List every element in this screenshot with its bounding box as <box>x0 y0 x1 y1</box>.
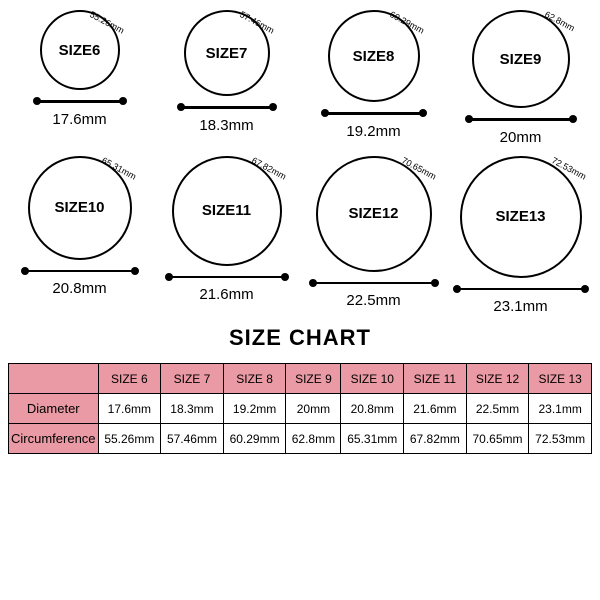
diameter-label: 17.6mm <box>52 111 106 128</box>
table-col-header: SIZE 8 <box>223 364 286 394</box>
ring-circle-wrap: SIZE1167.82mm <box>172 156 282 266</box>
table-col-header: SIZE 12 <box>466 364 529 394</box>
diameter-label: 23.1mm <box>493 298 547 315</box>
ring-circle-wrap: SIZE655.26mm <box>40 10 120 90</box>
diameter-bar <box>457 288 585 291</box>
table-cell: 67.82mm <box>404 424 467 454</box>
diameter-label: 22.5mm <box>346 292 400 309</box>
table-col-header: SIZE 11 <box>404 364 467 394</box>
diameter-bar <box>37 100 123 103</box>
table-col-header: SIZE 13 <box>529 364 592 394</box>
diameter-bar <box>169 276 285 279</box>
size-cell: SIZE1270.65mm 22.5mm <box>302 156 445 316</box>
ring-circle-wrap: SIZE1065.31mm <box>28 156 132 260</box>
table-cell: 17.6mm <box>98 394 161 424</box>
table-corner-cell <box>9 364 99 394</box>
ring-circle-wrap: SIZE962.8mm <box>472 10 570 108</box>
size-cell: SIZE1065.31mm 20.8mm <box>8 156 151 316</box>
table-row-label: Circumference <box>9 424 99 454</box>
table-cell: 72.53mm <box>529 424 592 454</box>
table-row: Circumference55.26mm57.46mm60.29mm62.8mm… <box>9 424 592 454</box>
diameter-label: 19.2mm <box>346 123 400 140</box>
table-cell: 57.46mm <box>161 424 224 454</box>
table-cell: 20mm <box>286 394 341 424</box>
table-cell: 22.5mm <box>466 394 529 424</box>
ring-circle-wrap: SIZE860.29mm <box>328 10 420 102</box>
ring-circle-wrap: SIZE1270.65mm <box>316 156 432 272</box>
ring-circle-wrap: SIZE757.46mm <box>184 10 270 96</box>
size-cell: SIZE655.26mm 17.6mm <box>8 10 151 146</box>
diameter-bar <box>313 282 435 285</box>
table-col-header: SIZE 6 <box>98 364 161 394</box>
size-cell: SIZE1167.82mm 21.6mm <box>155 156 298 316</box>
diameter-bar <box>325 112 423 115</box>
diameter-label: 18.3mm <box>199 117 253 134</box>
table-cell: 18.3mm <box>161 394 224 424</box>
size-cell: SIZE860.29mm 19.2mm <box>302 10 445 146</box>
table-cell: 70.65mm <box>466 424 529 454</box>
table-cell: 55.26mm <box>98 424 161 454</box>
table-col-header: SIZE 9 <box>286 364 341 394</box>
ring-size-grid: SIZE655.26mm17.6mmSIZE757.46mm18.3mmSIZE… <box>0 0 600 315</box>
diameter-bar <box>181 106 273 109</box>
table-col-header: SIZE 7 <box>161 364 224 394</box>
table-row: Diameter17.6mm18.3mm19.2mm20mm20.8mm21.6… <box>9 394 592 424</box>
table-cell: 65.31mm <box>341 424 404 454</box>
diameter-label: 21.6mm <box>199 286 253 303</box>
diameter-bar <box>469 118 573 121</box>
size-cell: SIZE962.8mm 20mm <box>449 10 592 146</box>
size-table: SIZE 6SIZE 7SIZE 8SIZE 9SIZE 10SIZE 11SI… <box>8 363 592 454</box>
table-cell: 20.8mm <box>341 394 404 424</box>
ring-circle: SIZE12 <box>316 156 432 272</box>
table-col-header: SIZE 10 <box>341 364 404 394</box>
table-cell: 19.2mm <box>223 394 286 424</box>
table-row-label: Diameter <box>9 394 99 424</box>
size-cell: SIZE757.46mm 18.3mm <box>155 10 298 146</box>
table-cell: 21.6mm <box>404 394 467 424</box>
size-cell: SIZE1372.53mm 23.1mm <box>449 156 592 316</box>
ring-circle-wrap: SIZE1372.53mm <box>460 156 582 278</box>
ring-circle: SIZE13 <box>460 156 582 278</box>
chart-title: SIZE CHART <box>0 325 600 351</box>
diameter-bar <box>25 270 135 273</box>
table-cell: 23.1mm <box>529 394 592 424</box>
table-cell: 62.8mm <box>286 424 341 454</box>
diameter-label: 20mm <box>500 129 542 146</box>
diameter-label: 20.8mm <box>52 280 106 297</box>
table-cell: 60.29mm <box>223 424 286 454</box>
table-header-row: SIZE 6SIZE 7SIZE 8SIZE 9SIZE 10SIZE 11SI… <box>9 364 592 394</box>
